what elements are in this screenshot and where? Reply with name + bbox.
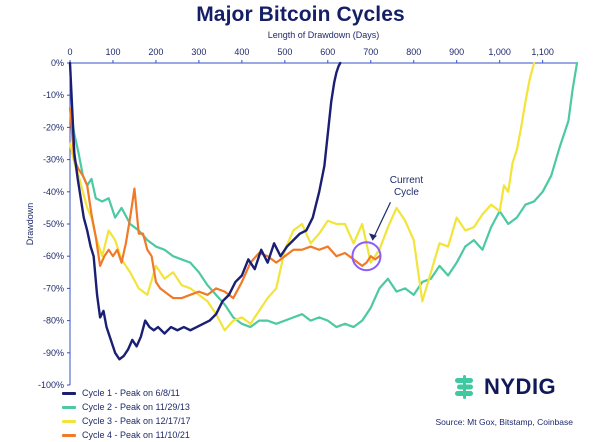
series-line-cycle-1 (68, 61, 342, 361)
x-tick-label: 0 (67, 47, 72, 57)
legend-label-cycle-4: Cycle 4 - Peak on 11/10/21 (82, 430, 190, 440)
x-tick-label: 200 (148, 47, 163, 57)
annotation-text-line: Cycle (394, 187, 419, 198)
x-tick-label: 1,000 (488, 47, 511, 57)
nydig-logo: NYDIG (452, 372, 572, 402)
y-tick-label: -50% (43, 219, 64, 229)
y-tick-label: 0% (51, 58, 64, 68)
series-line-cycle-2 (68, 61, 579, 329)
legend-label-cycle-3: Cycle 3 - Peak on 12/17/17 (82, 416, 191, 426)
x-tick-label: 900 (449, 47, 464, 57)
legend-swatch-cycle-1 (62, 391, 76, 395)
annotation-text-line: Current (390, 175, 424, 186)
y-tick-label: -60% (43, 251, 64, 261)
legend-label-cycle-2: Cycle 2 - Peak on 11/29/13 (82, 402, 190, 412)
x-tick-label: 100 (105, 47, 120, 57)
series-line-cycle-4 (68, 106, 381, 300)
y-tick-label: -40% (43, 187, 64, 197)
annotation-arrowhead (368, 233, 377, 241)
series-line-cycle-3 (68, 61, 536, 332)
y-tick-label: -100% (38, 380, 64, 390)
y-tick-label: -80% (43, 316, 64, 326)
x-tick-label: 300 (191, 47, 206, 57)
y-tick-label: -20% (43, 122, 64, 132)
x-tick-label: 500 (277, 47, 292, 57)
chart-title: Major Bitcoin Cycles (196, 3, 405, 26)
legend-item-cycle-4: Cycle 4 - Peak on 11/10/21 (62, 428, 292, 442)
x-tick-label: 400 (234, 47, 249, 57)
y-axis-label: Drawdown (25, 203, 35, 246)
legend-item-cycle-2: Cycle 2 - Peak on 11/29/13 (62, 400, 292, 414)
legend-item-cycle-3: Cycle 3 - Peak on 12/17/17 (62, 414, 292, 428)
legend: Cycle 1 - Peak on 6/8/11 Cycle 2 - Peak … (62, 386, 292, 442)
logo-wordmark: NYDIG (484, 374, 557, 399)
y-tick-label: -70% (43, 283, 64, 293)
legend-item-cycle-1: Cycle 1 - Peak on 6/8/11 (62, 386, 292, 400)
x-tick-label: 800 (406, 47, 421, 57)
legend-swatch-cycle-3 (62, 419, 76, 423)
annotation-text: Current Cycle (390, 175, 424, 198)
plot-background (70, 63, 577, 385)
x-tick-label: 700 (363, 47, 378, 57)
y-tick-label: -30% (43, 155, 64, 165)
legend-swatch-cycle-2 (62, 405, 76, 409)
annotation-arrow-line (371, 201, 392, 241)
series-layer (68, 61, 579, 361)
source-note: Source: Mt Gox, Bitstamp, Coinbase (435, 417, 573, 427)
x-axis-label: Length of Drawdown (Days) (268, 30, 380, 40)
x-tick-label: 600 (320, 47, 335, 57)
current-cycle-circle (351, 241, 382, 272)
x-tick-label: 1,100 (531, 47, 554, 57)
plot-frame (70, 63, 577, 385)
legend-swatch-cycle-4 (62, 433, 76, 437)
y-tick-label: -90% (43, 348, 64, 358)
annotation-layer: Current Cycle (351, 175, 424, 272)
dollar-logo-icon (455, 375, 473, 399)
y-tick-label: -10% (43, 90, 64, 100)
axes-layer: 0 100 200 300 400 500 600 700 800 900 1,000 1,100 0%… (25, 30, 577, 390)
legend-label-cycle-1: Cycle 1 - Peak on 6/8/11 (82, 388, 180, 398)
